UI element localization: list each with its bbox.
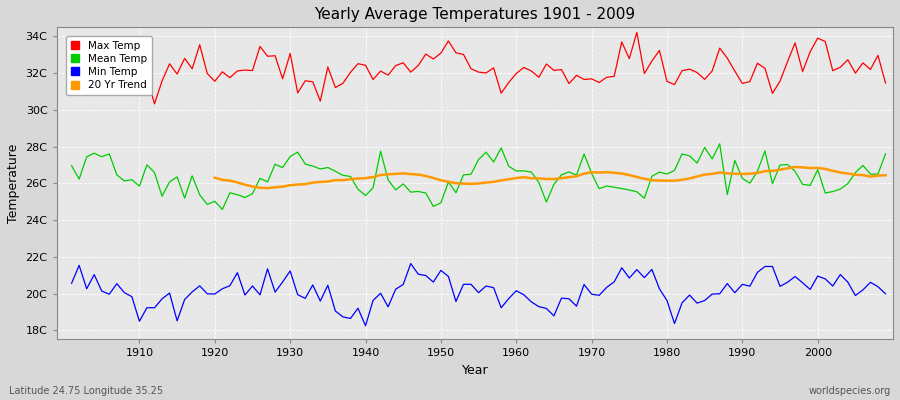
Y-axis label: Temperature: Temperature <box>7 144 20 223</box>
Text: worldspecies.org: worldspecies.org <box>809 386 891 396</box>
Title: Yearly Average Temperatures 1901 - 2009: Yearly Average Temperatures 1901 - 2009 <box>314 7 635 22</box>
Legend: Max Temp, Mean Temp, Min Temp, 20 Yr Trend: Max Temp, Mean Temp, Min Temp, 20 Yr Tre… <box>66 36 152 95</box>
Text: Latitude 24.75 Longitude 35.25: Latitude 24.75 Longitude 35.25 <box>9 386 163 396</box>
X-axis label: Year: Year <box>462 364 488 377</box>
